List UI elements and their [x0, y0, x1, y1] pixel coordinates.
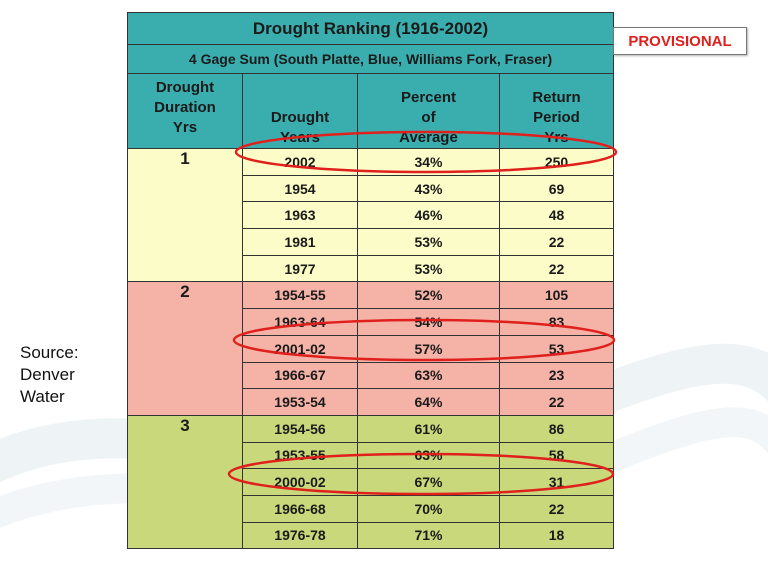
percent-cell: 64% [357, 388, 500, 416]
return-cell: 105 [498, 281, 615, 310]
years-cell: 1954 [242, 174, 358, 203]
years-cell: 1954-55 [242, 281, 358, 310]
duration-group-cell: 2 [127, 281, 243, 416]
return-cell: 31 [498, 468, 615, 496]
table-row: 2 1954-55 52% 105 [127, 281, 615, 416]
percent-cell: 53% [357, 254, 500, 283]
years-cell: 1963-64 [242, 308, 358, 336]
table-row: 1977 53% 22 [128, 254, 615, 283]
table-row: 1 2002 34% 250 [127, 147, 615, 283]
years-cell: 1953-54 [242, 388, 358, 416]
percent-cell: 54% [357, 308, 500, 336]
return-cell: 22 [498, 254, 615, 283]
return-cell: 83 [498, 308, 615, 336]
percent-cell: 46% [357, 201, 500, 230]
return-cell: 53 [498, 334, 615, 363]
percent-cell: 43% [357, 174, 500, 203]
percent-cell: 57% [357, 334, 500, 363]
provisional-badge: PROVISIONAL [613, 27, 747, 55]
table-row: 1976-78 71% 18 [128, 521, 615, 550]
table-row: 1966-67 63% 23 [128, 361, 615, 390]
drought-ranking-table: Drought Ranking (1916-2002) 4 Gage Sum (… [126, 12, 615, 550]
return-cell: 250 [498, 148, 615, 176]
percent-cell: 71% [357, 521, 500, 550]
return-cell: 23 [498, 361, 615, 390]
return-cell: 69 [498, 174, 615, 203]
return-cell: 22 [498, 494, 615, 523]
duration-group-cell: 1 [127, 147, 243, 283]
return-cell: 22 [498, 228, 615, 256]
table-title: Drought Ranking (1916-2002) [126, 12, 615, 45]
percent-cell: 61% [357, 414, 500, 443]
col-header-return: Return Period Yrs [498, 73, 615, 149]
years-cell: 1963 [242, 201, 358, 230]
years-cell: 1976-78 [242, 521, 358, 550]
table-row: 1953-54 64% 22 [128, 388, 615, 416]
years-cell: 1981 [242, 228, 358, 256]
source-note: Source: Denver Water [20, 343, 79, 406]
percent-cell: 52% [357, 281, 500, 310]
duration-group-cell: 3 [127, 414, 243, 550]
years-cell: 1966-68 [242, 494, 358, 523]
years-cell: 1953-55 [242, 441, 358, 470]
years-cell: 2000-02 [242, 468, 358, 496]
years-cell: 2001-02 [242, 334, 358, 363]
percent-cell: 63% [357, 441, 500, 470]
return-cell: 48 [498, 201, 615, 230]
table-row: 3 1954-56 61% 86 [127, 414, 615, 550]
table-row: 1954 43% 69 [128, 174, 615, 203]
years-cell: 1954-56 [242, 414, 358, 443]
table-subtitle: 4 Gage Sum (South Platte, Blue, Williams… [126, 44, 615, 74]
col-header-percent: Percent of Average [357, 73, 500, 149]
col-header-duration: Drought Duration Yrs [127, 73, 243, 149]
percent-cell: 67% [357, 468, 500, 496]
years-cell: 1977 [242, 254, 358, 283]
return-cell: 58 [498, 441, 615, 470]
percent-cell: 70% [357, 494, 500, 523]
return-cell: 22 [498, 388, 615, 416]
years-cell: 1966-67 [242, 361, 358, 390]
return-cell: 86 [498, 414, 615, 443]
col-header-years: Drought Years [242, 73, 358, 149]
table-row: 1963 46% 48 [128, 201, 615, 230]
percent-cell: 63% [357, 361, 500, 390]
table-row: 1966-68 70% 22 [128, 494, 615, 523]
return-cell: 18 [498, 521, 615, 550]
percent-cell: 34% [357, 148, 500, 176]
table-row: 1981 53% 22 [128, 228, 615, 256]
percent-cell: 53% [357, 228, 500, 256]
drought-table-container: Drought Ranking (1916-2002) 4 Gage Sum (… [126, 12, 615, 550]
years-cell: 2002 [242, 148, 358, 176]
